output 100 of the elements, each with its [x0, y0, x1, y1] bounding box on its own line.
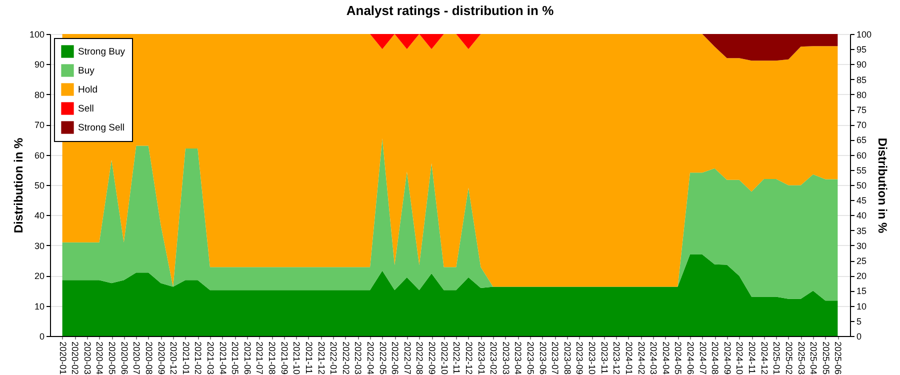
x-tick-label: 2023-02 [488, 342, 499, 375]
legend-label: Strong Buy [78, 46, 126, 58]
x-tick-label: 2023-01 [476, 342, 486, 375]
x-tick-label: 2020-04 [94, 342, 105, 375]
x-tick-label: 2024-11 [747, 342, 758, 374]
y2-tick-label: 30 [856, 240, 867, 251]
chart-title: Analyst ratings - distribution in % [346, 3, 554, 18]
x-tick-label: 2020-03 [82, 342, 92, 375]
y-tick-label: 20 [34, 271, 44, 282]
y-tick-label: 90 [34, 60, 44, 70]
y-tick-label: 60 [34, 150, 44, 160]
y-tick-label: 40 [34, 210, 44, 221]
y2-tick-label: 85 [856, 74, 867, 85]
y-tick-label: 80 [34, 90, 44, 100]
y2-tick-label: 10 [856, 301, 867, 312]
x-tick-label: 2021-03 [206, 342, 216, 375]
y-tick-label: 100 [29, 30, 44, 40]
x-tick-label: 2020-01 [58, 342, 68, 375]
y2-tick-label: 75 [856, 105, 867, 115]
y-tick-label: 0 [39, 332, 44, 342]
x-tick-label: 2021-11 [304, 342, 314, 374]
x-tick-label: 2025-02 [784, 342, 794, 375]
x-tick-label: 2022-09 [427, 342, 438, 375]
series-label: Hold [78, 84, 98, 96]
legend-label: Sell [78, 104, 94, 114]
x-tick-label: 2023-04 [513, 342, 524, 375]
y2-tick-label: 45 [856, 196, 867, 206]
x-tick-label: 2023-07 [550, 342, 560, 375]
y2-tick-label: 20 [856, 271, 867, 282]
x-tick-label: 2020-08 [144, 342, 154, 375]
x-tick-label: 2020-09 [156, 342, 166, 375]
y2-tick-label: 90 [856, 60, 867, 70]
y-tick-label: 30 [34, 240, 44, 251]
x-tick-label: 2022-11 [452, 342, 462, 374]
x-tick-label: 2024-03 [648, 342, 659, 375]
x-tick-label: 2020-12 [168, 342, 179, 375]
y-tick-label: 70 [34, 120, 44, 130]
x-tick-label: 2025-01 [772, 342, 782, 375]
x-tick-label: 2024-07 [698, 342, 708, 375]
x-tick-label: 2025-04 [808, 342, 819, 375]
x-tick-label: 2023-11 [599, 342, 610, 374]
y2-axis-title: Distribution in % [876, 138, 890, 234]
x-tick-label: 2024-10 [734, 342, 745, 375]
y2-tick-label: 55 [856, 165, 867, 176]
x-tick-label: 2024-01 [624, 342, 634, 375]
y2-tick-label: 70 [856, 120, 867, 130]
x-tick-label: 2023-03 [500, 342, 511, 375]
x-tick-label: 2022-05 [378, 342, 388, 375]
legend-label: Buy [78, 66, 95, 76]
x-tick-label: 2023-09 [574, 342, 585, 375]
y2-tick-label: 100 [856, 30, 872, 40]
x-tick-label: 2021-07 [254, 342, 265, 375]
x-tick-label: 2021-04 [218, 342, 228, 375]
x-tick-label: 2025-06 [833, 342, 844, 375]
x-tick-label: 2022-12 [464, 342, 474, 375]
x-tick-label: 2024-06 [686, 342, 696, 375]
y2-tick-label: 65 [856, 135, 867, 146]
x-tick-label: 2024-08 [710, 342, 720, 375]
x-tick-label: 2024-05 [673, 342, 684, 375]
x-tick-label: 2022-10 [439, 342, 450, 375]
y2-tick-label: 0 [856, 332, 862, 342]
x-tick-label: 2022-08 [414, 342, 425, 375]
x-tick-label: 2020-05 [107, 342, 118, 375]
y2-tick-label: 5 [856, 316, 862, 326]
x-tick-label: 2020-06 [119, 342, 130, 375]
x-tick-label: 2025-05 [820, 342, 831, 375]
y2-tick-label: 95 [856, 44, 867, 55]
x-tick-label: 2024-09 [722, 342, 732, 375]
x-tick-label: 2023-05 [526, 342, 536, 375]
y2-tick-label: 35 [856, 226, 867, 236]
x-tick-label: 2022-07 [402, 342, 412, 375]
x-tick-label: 2024-04 [660, 342, 671, 375]
y-tick-label: 10 [34, 301, 44, 312]
x-tick-label: 2023-06 [538, 342, 548, 375]
x-tick-label: 2022-03 [353, 342, 364, 375]
y-tick-label: 50 [34, 180, 44, 190]
y2-tick-label: 60 [856, 150, 867, 160]
x-tick-label: 2021-05 [230, 342, 240, 375]
y-axis-title: Distribution in % [11, 138, 26, 234]
y2-tick-label: 80 [856, 90, 867, 100]
y2-tick-label: 25 [856, 256, 867, 266]
y2-tick-label: 50 [856, 180, 867, 190]
x-tick-label: 2021-08 [267, 342, 278, 375]
x-tick-label: 2022-01 [328, 342, 339, 375]
x-tick-label: 2021-06 [242, 342, 252, 375]
x-tick-label: 2020-02 [70, 342, 80, 375]
legend-label: Strong Sell [78, 122, 124, 134]
x-tick-label: 2021-01 [180, 342, 191, 375]
x-tick-label: 2022-02 [340, 342, 351, 375]
x-tick-label: 2020-07 [132, 342, 142, 375]
x-tick-label: 2021-12 [316, 342, 326, 375]
x-tick-label: 2024-02 [636, 342, 646, 375]
x-tick-label: 2023-12 [612, 342, 622, 375]
x-tick-label: 2023-10 [587, 342, 598, 375]
x-tick-label: 2025-03 [796, 342, 806, 375]
x-tick-label: 2021-02 [193, 342, 204, 375]
x-tick-label: 2022-04 [366, 342, 376, 375]
y2-tick-label: 40 [856, 210, 867, 221]
y2-tick-label: 15 [856, 286, 867, 296]
x-tick-label: 2024-12 [759, 342, 770, 375]
